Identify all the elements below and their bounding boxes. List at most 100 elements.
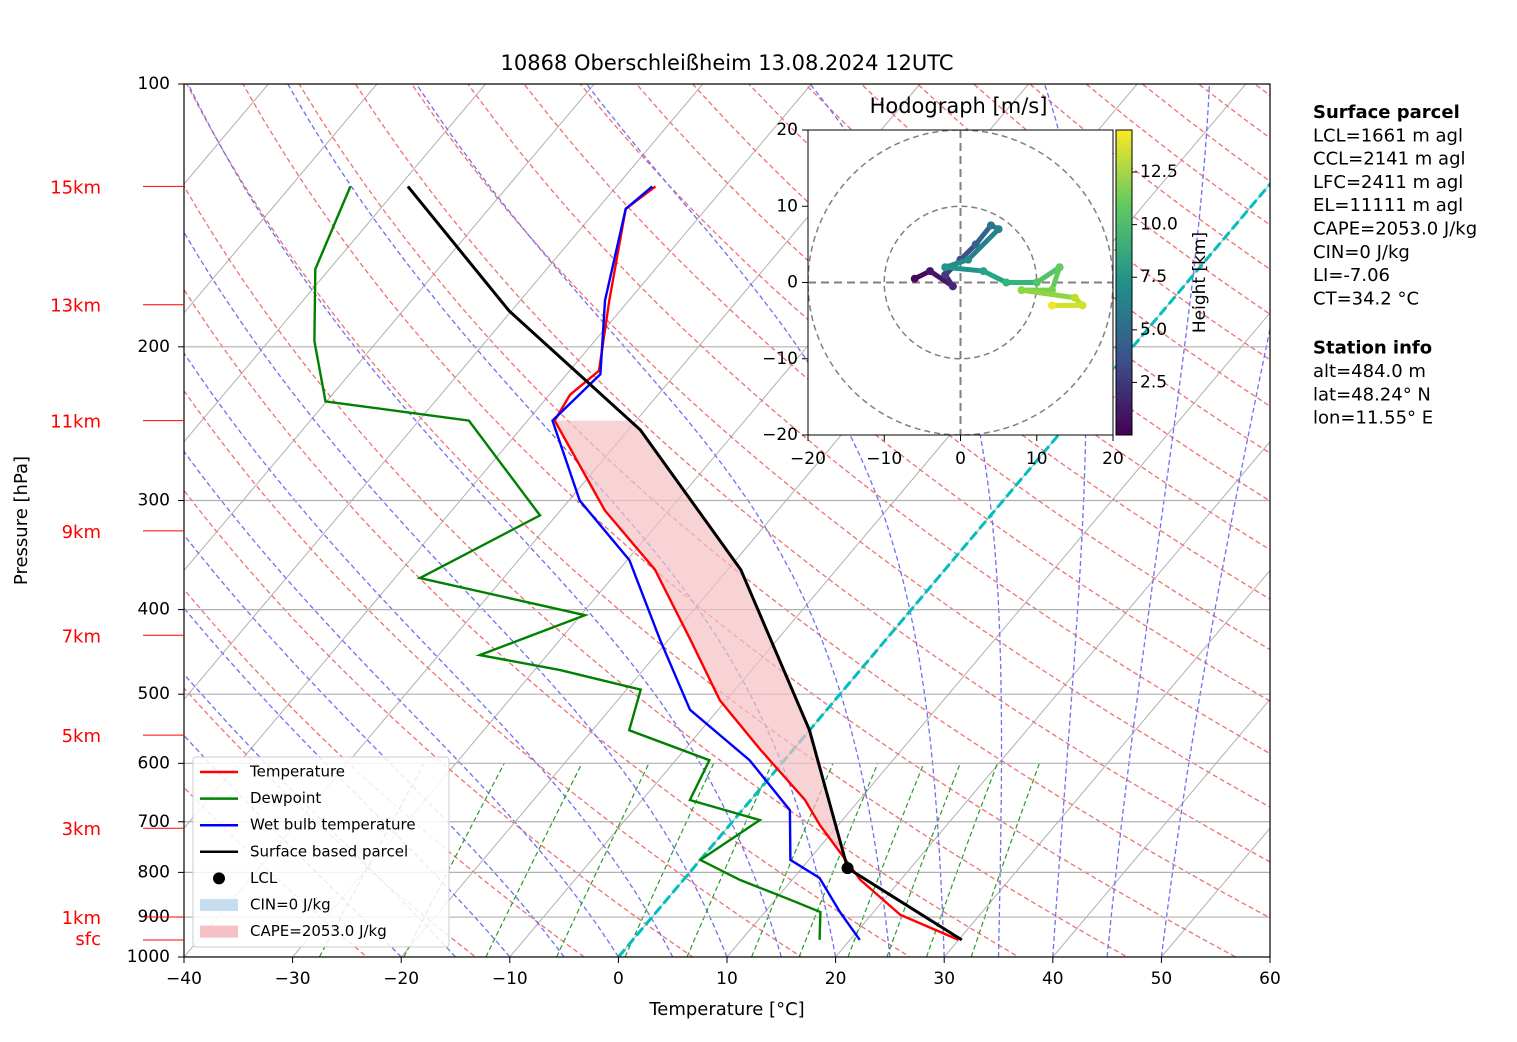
panel-line: lon=11.55° E: [1313, 408, 1433, 429]
height-label: 13km: [50, 296, 101, 317]
hodograph-point: [987, 221, 995, 230]
legend-label: Temperature: [249, 763, 345, 781]
hodograph-segment: [965, 226, 1002, 263]
x-tick-label: 10: [1026, 449, 1048, 469]
legend-label: Surface based parcel: [250, 842, 408, 860]
dry-adiabat: [242, 84, 1238, 957]
hodograph-point: [1017, 286, 1026, 295]
hodograph-point: [1032, 278, 1041, 287]
moist-adiabat: [287, 84, 837, 957]
mixing-ratio: [556, 763, 650, 957]
hodograph-segment: [1019, 287, 1078, 301]
dry-adiabat: [410, 84, 1270, 808]
height-label: 11km: [50, 412, 101, 433]
isotherm: [184, 84, 486, 443]
isotherm: [1052, 698, 1270, 957]
hodograph-segment: [942, 264, 986, 274]
hodograph-segment: [1034, 264, 1063, 285]
dry-adiabat: [354, 84, 1270, 863]
isotherm: [184, 84, 378, 314]
panel-line: CAPE=2053.0 J/kg: [1313, 219, 1477, 240]
panel-line: LCL=1661 m agl: [1313, 125, 1463, 146]
y-tick-label: 0: [787, 273, 798, 293]
legend-swatch: [213, 872, 225, 885]
y-tick-label: 800: [138, 862, 170, 882]
colorbar: [1115, 129, 1133, 436]
hodograph-point: [948, 282, 957, 291]
profile-line: [551, 185, 861, 941]
hodograph-point: [1055, 263, 1064, 272]
legend-swatch: [200, 899, 238, 911]
dry-adiabat: [1476, 44, 1517, 975]
x-tick-label: 0: [955, 449, 966, 469]
dry-adiabat: [184, 588, 586, 957]
hodograph-point: [979, 267, 988, 276]
panel-line: lat=48.24° N: [1313, 384, 1431, 405]
x-axis-label: Temperature [°C]: [648, 999, 804, 1020]
colorbar-label: Height [km]: [1190, 232, 1210, 333]
panel-line: CIN=0 J/kg: [1313, 242, 1410, 263]
y-tick-label: 600: [138, 753, 170, 773]
x-tick-label: −10: [866, 449, 902, 469]
legend-swatch: [200, 925, 238, 938]
moist-adiabat: [184, 533, 565, 957]
panel-line: LI=-7.06: [1313, 265, 1390, 286]
hodograph-point: [941, 263, 950, 272]
moist-adiabat: [184, 351, 674, 957]
panel-title: Surface parcel: [1313, 102, 1460, 123]
panel-line: EL=11111 m agl: [1313, 195, 1463, 216]
hodograph-point: [1002, 278, 1011, 287]
y-tick-label: 700: [138, 812, 170, 832]
mixing-ratio: [925, 763, 999, 957]
lcl-point: [841, 862, 854, 875]
moist-adiabat: [1160, 325, 1270, 957]
hodograph-point: [1070, 293, 1079, 302]
colorbar-tick-label: 12.5: [1140, 162, 1178, 182]
moist-adiabat: [184, 607, 511, 957]
moist-adiabat: [184, 673, 456, 957]
height-label: 9km: [62, 522, 101, 543]
panel-line: CT=34.2 °C: [1313, 288, 1419, 309]
panel-title: Station info: [1313, 338, 1432, 359]
y-tick-label: 400: [138, 600, 170, 620]
mixing-ratio: [485, 763, 583, 957]
legend-label: LCL: [250, 869, 278, 887]
hodograph-segment: [973, 222, 994, 247]
dry-adiabat: [467, 84, 1270, 755]
isotherm: [184, 84, 595, 572]
x-tick-label: 20: [825, 969, 847, 989]
y-tick-label: 300: [138, 491, 170, 511]
y-tick-label: −20: [762, 425, 798, 445]
hodograph-point: [971, 240, 980, 249]
y-tick-label: 100: [138, 74, 170, 94]
panel-line: alt=484.0 m: [1313, 361, 1426, 382]
dry-adiabat: [184, 184, 1020, 957]
colorbar-tick-label: 10.0: [1140, 215, 1178, 235]
height-label: sfc: [75, 929, 101, 950]
mixing-ratio: [970, 763, 1040, 957]
hodograph-point: [964, 255, 973, 264]
y-tick-label: 10: [776, 196, 798, 216]
isotherm: [943, 569, 1270, 957]
hodograph-point: [1048, 301, 1056, 310]
height-label: 3km: [62, 819, 101, 840]
legend-box: [192, 756, 450, 948]
legend-label: Wet bulb temperature: [250, 816, 416, 834]
colorbar-tick-label: 7.5: [1140, 267, 1167, 287]
mixing-ratio: [886, 763, 961, 957]
y-tick-label: 500: [138, 684, 170, 704]
x-tick-label: 60: [1259, 969, 1281, 989]
moist-adiabat: [809, 84, 1003, 957]
profile-line: [553, 185, 960, 942]
x-tick-label: 10: [716, 969, 738, 989]
isotherm: [835, 440, 1270, 957]
x-tick-label: 50: [1151, 969, 1173, 989]
moist-adiabat: [415, 84, 891, 957]
dry-adiabat: [184, 489, 694, 957]
x-tick-label: −10: [492, 969, 528, 989]
x-tick-label: 0: [613, 969, 624, 989]
x-tick-label: −20: [790, 449, 826, 469]
isotherm: [184, 84, 704, 701]
y-tick-label: 20: [776, 120, 798, 140]
x-tick-label: −40: [166, 969, 202, 989]
